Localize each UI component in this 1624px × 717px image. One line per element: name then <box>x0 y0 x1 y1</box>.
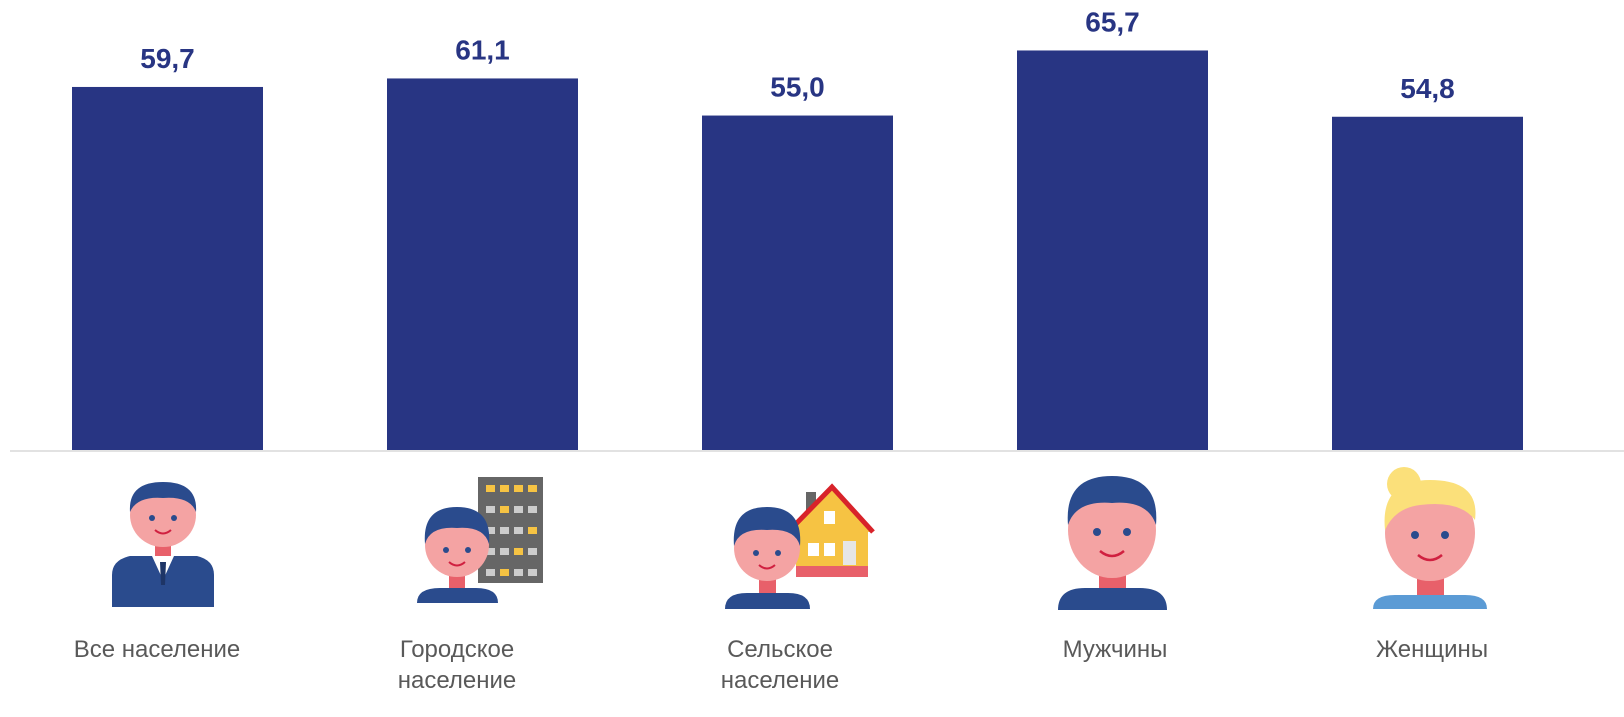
value-label: 54,8 <box>1400 73 1455 104</box>
value-label: 55,0 <box>770 72 825 103</box>
category-label: Городское население <box>397 636 517 694</box>
icon-all <box>112 482 214 607</box>
icon-men <box>1058 476 1167 610</box>
bar <box>1332 116 1523 450</box>
category-label: Сельское население <box>720 636 840 694</box>
icon-urban <box>417 477 543 603</box>
category-label: Все население <box>73 636 241 663</box>
bar <box>702 115 893 451</box>
value-label: 65,7 <box>1085 6 1140 37</box>
icon-rural <box>725 483 875 609</box>
category-label: Женщины <box>1375 636 1489 663</box>
bar <box>1017 50 1208 451</box>
value-label: 61,1 <box>455 34 510 65</box>
bar <box>72 86 263 450</box>
category-label: Мужчины <box>1062 636 1168 663</box>
bar <box>387 78 578 450</box>
value-label: 59,7 <box>140 43 195 74</box>
icon-women <box>1373 467 1487 609</box>
